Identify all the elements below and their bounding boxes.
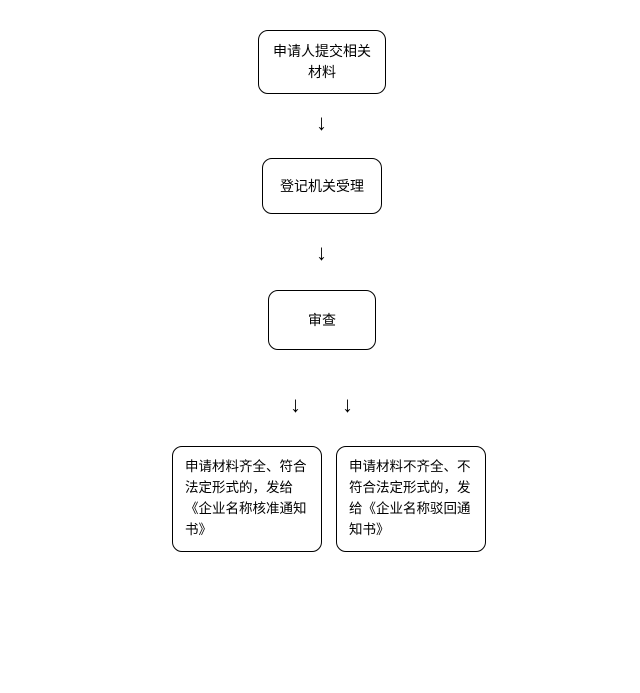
arrow-down-icon: ↓: [342, 394, 353, 416]
flow-node-label: 审查: [308, 310, 336, 331]
arrow-down-icon: ↓: [316, 112, 327, 134]
arrow-down-icon: ↓: [290, 394, 301, 416]
flow-node-submit: 申请人提交相关材料: [258, 30, 386, 94]
flow-node-reject: 申请材料不齐全、不符合法定形式的，发给《企业名称驳回通知书》: [336, 446, 486, 552]
arrow-down-icon: ↓: [316, 242, 327, 264]
flow-node-accept: 登记机关受理: [262, 158, 382, 214]
flow-node-review: 审查: [268, 290, 376, 350]
flow-node-label: 申请材料齐全、符合法定形式的，发给《企业名称核准通知书》: [185, 457, 309, 541]
flow-node-approve: 申请材料齐全、符合法定形式的，发给《企业名称核准通知书》: [172, 446, 322, 552]
flow-node-label: 申请人提交相关材料: [269, 41, 375, 83]
flow-node-label: 登记机关受理: [280, 176, 364, 197]
flow-node-label: 申请材料不齐全、不符合法定形式的，发给《企业名称驳回通知书》: [349, 457, 473, 541]
